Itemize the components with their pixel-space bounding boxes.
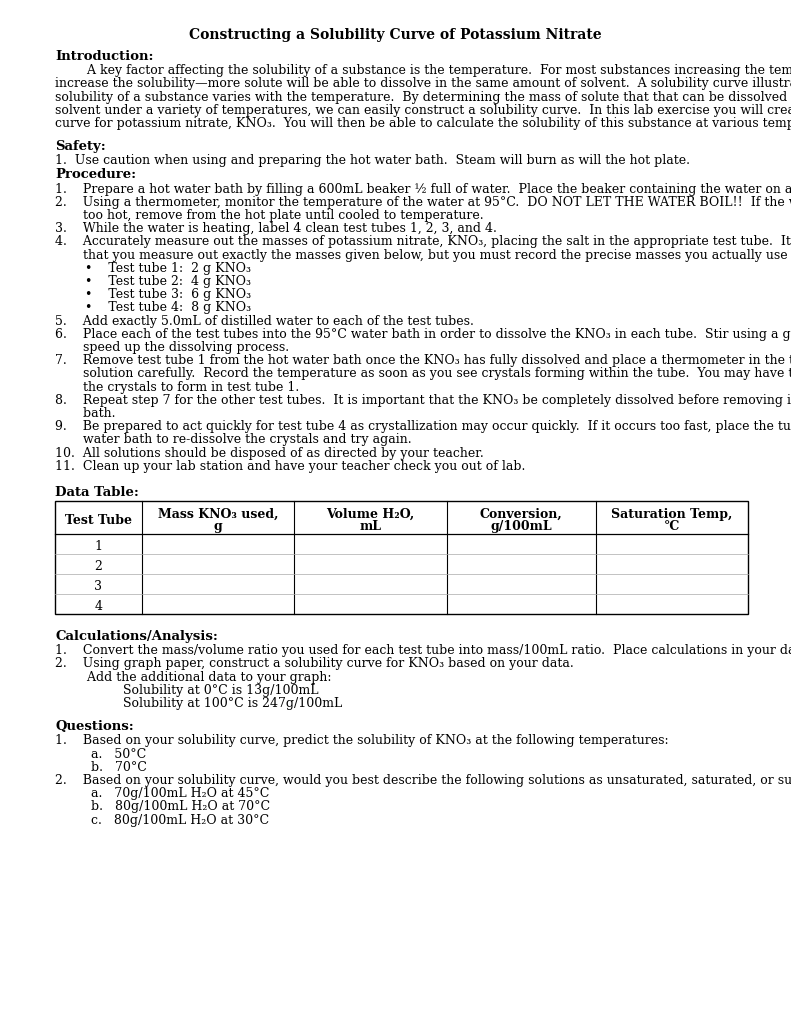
Text: 2: 2 xyxy=(94,560,102,573)
Text: that you measure out exactly the masses given below, but you must record the pre: that you measure out exactly the masses … xyxy=(55,249,791,261)
Text: Data Table:: Data Table: xyxy=(55,486,139,499)
Text: 4: 4 xyxy=(94,600,102,613)
Text: 10.  All solutions should be disposed of as directed by your teacher.: 10. All solutions should be disposed of … xyxy=(55,446,484,460)
Text: curve for potassium nitrate, KNO₃.  You will then be able to calculate the solub: curve for potassium nitrate, KNO₃. You w… xyxy=(55,117,791,130)
Text: speed up the dissolving process.: speed up the dissolving process. xyxy=(55,341,290,354)
Text: a.   50°C: a. 50°C xyxy=(55,748,146,761)
Text: g/100mL: g/100mL xyxy=(490,520,552,534)
Text: Test Tube: Test Tube xyxy=(65,514,132,527)
Text: Conversion,: Conversion, xyxy=(479,508,562,521)
Text: Procedure:: Procedure: xyxy=(55,168,136,181)
Text: •    Test tube 2:  4 g KNO₃: • Test tube 2: 4 g KNO₃ xyxy=(85,275,251,288)
Text: bath.: bath. xyxy=(55,407,115,420)
Text: 1.    Based on your solubility curve, predict the solubility of KNO₃ at the foll: 1. Based on your solubility curve, predi… xyxy=(55,734,668,748)
Text: 2.    Using graph paper, construct a solubility curve for KNO₃ based on your dat: 2. Using graph paper, construct a solubi… xyxy=(55,657,573,671)
Text: Constructing a Solubility Curve of Potassium Nitrate: Constructing a Solubility Curve of Potas… xyxy=(189,28,602,42)
Text: 1.    Prepare a hot water bath by filling a 600mL beaker ½ full of water.  Place: 1. Prepare a hot water bath by filling a… xyxy=(55,182,791,196)
Text: 6.    Place each of the test tubes into the 95°C water bath in order to dissolve: 6. Place each of the test tubes into the… xyxy=(55,328,791,341)
Text: Safety:: Safety: xyxy=(55,140,106,154)
Text: b.   70°C: b. 70°C xyxy=(55,761,147,774)
Text: solvent under a variety of temperatures, we can easily construct a solubility cu: solvent under a variety of temperatures,… xyxy=(55,103,791,117)
Text: 4.    Accurately measure out the masses of potassium nitrate, KNO₃, placing the : 4. Accurately measure out the masses of … xyxy=(55,236,791,249)
Text: solubility of a substance varies with the temperature.  By determining the mass : solubility of a substance varies with th… xyxy=(55,90,791,103)
Text: c.   80g/100mL H₂O at 30°C: c. 80g/100mL H₂O at 30°C xyxy=(55,814,269,826)
Text: Solubility at 0°C is 13g/100mL: Solubility at 0°C is 13g/100mL xyxy=(55,684,319,696)
Text: 3.    While the water is heating, label 4 clean test tubes 1, 2, 3, and 4.: 3. While the water is heating, label 4 c… xyxy=(55,222,497,236)
Text: A key factor affecting the solubility of a substance is the temperature.  For mo: A key factor affecting the solubility of… xyxy=(55,65,791,77)
Text: Introduction:: Introduction: xyxy=(55,50,153,63)
Text: mL: mL xyxy=(359,520,381,534)
Text: a.   70g/100mL H₂O at 45°C: a. 70g/100mL H₂O at 45°C xyxy=(55,787,270,800)
Text: g: g xyxy=(214,520,222,534)
Text: 7.    Remove test tube 1 from the hot water bath once the KNO₃ has fully dissolv: 7. Remove test tube 1 from the hot water… xyxy=(55,354,791,368)
Text: Volume H₂O,: Volume H₂O, xyxy=(326,508,414,521)
Text: 8.    Repeat step 7 for the other test tubes.  It is important that the KNO₃ be : 8. Repeat step 7 for the other test tube… xyxy=(55,394,791,407)
Text: °C: °C xyxy=(664,520,680,534)
Text: b.   80g/100mL H₂O at 70°C: b. 80g/100mL H₂O at 70°C xyxy=(55,801,270,813)
Text: 11.  Clean up your lab station and have your teacher check you out of lab.: 11. Clean up your lab station and have y… xyxy=(55,460,525,473)
Text: Mass KNO₃ used,: Mass KNO₃ used, xyxy=(157,508,278,521)
Text: increase the solubility—more solute will be able to dissolve in the same amount : increase the solubility—more solute will… xyxy=(55,78,791,90)
Text: 1.    Convert the mass/volume ratio you used for each test tube into mass/100mL : 1. Convert the mass/volume ratio you use… xyxy=(55,644,791,657)
Text: 5.    Add exactly 5.0mL of distilled water to each of the test tubes.: 5. Add exactly 5.0mL of distilled water … xyxy=(55,314,474,328)
Text: solution carefully.  Record the temperature as soon as you see crystals forming : solution carefully. Record the temperatu… xyxy=(55,368,791,380)
Text: Calculations/Analysis:: Calculations/Analysis: xyxy=(55,630,218,643)
Text: Questions:: Questions: xyxy=(55,720,134,733)
Bar xyxy=(55,501,748,614)
Text: 1.  Use caution when using and preparing the hot water bath.  Steam will burn as: 1. Use caution when using and preparing … xyxy=(55,155,690,167)
Text: •    Test tube 1:  2 g KNO₃: • Test tube 1: 2 g KNO₃ xyxy=(85,262,251,274)
Text: 1: 1 xyxy=(94,540,102,553)
Text: water bath to re-dissolve the crystals and try again.: water bath to re-dissolve the crystals a… xyxy=(55,433,411,446)
Text: 3: 3 xyxy=(94,580,102,593)
Text: 9.    Be prepared to act quickly for test tube 4 as crystallization may occur qu: 9. Be prepared to act quickly for test t… xyxy=(55,420,791,433)
Text: •    Test tube 3:  6 g KNO₃: • Test tube 3: 6 g KNO₃ xyxy=(85,288,251,301)
Text: the crystals to form in test tube 1.: the crystals to form in test tube 1. xyxy=(55,381,299,393)
Text: Solubility at 100°C is 247g/100mL: Solubility at 100°C is 247g/100mL xyxy=(55,697,343,710)
Text: •    Test tube 4:  8 g KNO₃: • Test tube 4: 8 g KNO₃ xyxy=(85,301,251,314)
Text: Saturation Temp,: Saturation Temp, xyxy=(611,508,732,521)
Text: 2.    Using a thermometer, monitor the temperature of the water at 95°C.  DO NOT: 2. Using a thermometer, monitor the temp… xyxy=(55,196,791,209)
Text: too hot, remove from the hot plate until cooled to temperature.: too hot, remove from the hot plate until… xyxy=(55,209,483,222)
Text: Add the additional data to your graph:: Add the additional data to your graph: xyxy=(55,671,331,684)
Text: 2.    Based on your solubility curve, would you best describe the following solu: 2. Based on your solubility curve, would… xyxy=(55,774,791,787)
